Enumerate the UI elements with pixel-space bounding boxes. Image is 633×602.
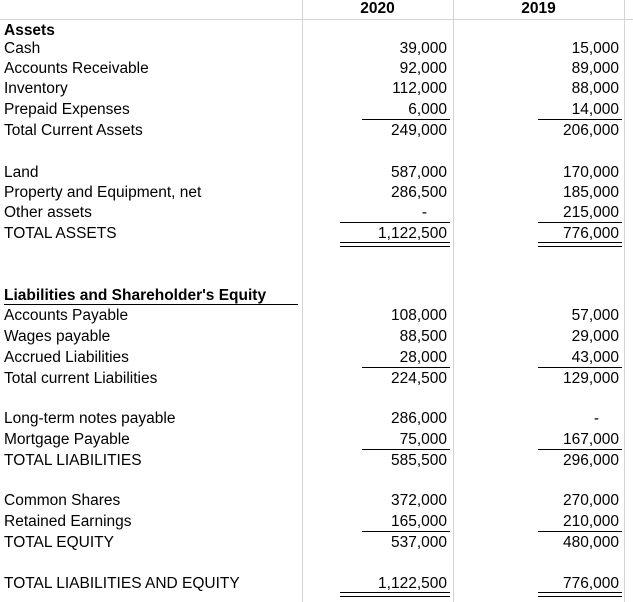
year-2020-header: 2020 — [360, 0, 395, 17]
value-2020: 587,000 — [390, 164, 447, 181]
value-2019: 57,000 — [571, 307, 619, 324]
underline — [340, 222, 450, 223]
underline — [362, 119, 450, 120]
value-2019: 776,000 — [562, 575, 619, 592]
row-label: Other assets — [4, 204, 92, 221]
value-2020: 585,500 — [390, 452, 447, 469]
value-2019: 270,000 — [562, 492, 619, 509]
underline — [538, 222, 622, 223]
value-2020: 1,122,500 — [378, 225, 447, 242]
double-underline — [340, 242, 450, 247]
double-underline — [538, 242, 622, 247]
liabilities-heading: Liabilities and Shareholder's Equity — [4, 287, 267, 304]
underline — [538, 449, 622, 450]
assets-heading: Assets — [4, 22, 55, 39]
value-2020: 537,000 — [390, 534, 447, 551]
value-2020: 1,122,500 — [378, 575, 447, 592]
value-2019: 15,000 — [571, 40, 619, 57]
row-label: Total Current Assets — [4, 122, 143, 139]
row-label: TOTAL EQUITY — [4, 534, 114, 551]
row-label: Common Shares — [4, 492, 121, 509]
value-2019: 129,000 — [562, 370, 619, 387]
grid-line — [0, 19, 633, 20]
value-2020: 249,000 — [390, 122, 447, 139]
value-2020: 286,000 — [390, 410, 447, 427]
value-2019: 480,000 — [562, 534, 619, 551]
row-label: Prepaid Expenses — [4, 101, 130, 118]
row-label: TOTAL LIABILITIES AND EQUITY — [4, 575, 240, 592]
value-2020: 75,000 — [399, 431, 447, 448]
value-2020: 6,000 — [408, 101, 447, 118]
row-label: Wages payable — [4, 328, 111, 345]
underline — [362, 367, 450, 368]
value-2019: 210,000 — [562, 513, 619, 530]
value-2019: 170,000 — [562, 164, 619, 181]
value-2019: 776,000 — [562, 225, 619, 242]
row-label: Long-term notes payable — [4, 410, 176, 427]
value-2020: 286,500 — [390, 184, 447, 201]
row-label: Property and Equipment, net — [4, 184, 202, 201]
value-2019: 215,000 — [562, 204, 619, 221]
grid-line — [302, 0, 303, 602]
underline — [538, 119, 622, 120]
value-2019: 185,000 — [562, 184, 619, 201]
row-label: Mortgage Payable — [4, 431, 130, 448]
row-label: Land — [4, 164, 39, 181]
row-label: Total current Liabilities — [4, 370, 158, 387]
value-2019: - — [593, 410, 599, 427]
value-2019: 29,000 — [571, 328, 619, 345]
double-underline — [340, 592, 450, 597]
value-2019: 43,000 — [571, 349, 619, 366]
row-label: Accrued Liabilities — [4, 349, 129, 366]
grid-line — [624, 0, 625, 602]
row-label: TOTAL ASSETS — [4, 225, 117, 242]
underline — [538, 531, 622, 532]
value-2019: 14,000 — [571, 101, 619, 118]
value-2020: 165,000 — [390, 513, 447, 530]
value-2020: 108,000 — [390, 307, 447, 324]
row-label: Inventory — [4, 80, 68, 97]
year-2019-header: 2019 — [521, 0, 556, 17]
value-2020: 224,500 — [390, 370, 447, 387]
row-label: Cash — [4, 40, 41, 57]
double-underline — [538, 592, 622, 597]
underline — [4, 304, 298, 305]
value-2019: 206,000 — [562, 122, 619, 139]
grid-line — [453, 0, 454, 602]
row-label: TOTAL LIABILITIES — [4, 452, 142, 469]
value-2019: 296,000 — [562, 452, 619, 469]
value-2019: 167,000 — [562, 431, 619, 448]
underline — [538, 367, 622, 368]
value-2019: 88,000 — [571, 80, 619, 97]
value-2020: 372,000 — [390, 492, 447, 509]
row-label: Accounts Payable — [4, 307, 129, 324]
value-2020: 112,000 — [392, 80, 447, 97]
row-label: Retained Earnings — [4, 513, 132, 530]
underline — [362, 449, 450, 450]
value-2020: 92,000 — [399, 60, 447, 77]
value-2020: 28,000 — [399, 349, 447, 366]
underline — [362, 531, 450, 532]
row-label: Accounts Receivable — [4, 60, 149, 77]
value-2020: 88,500 — [399, 328, 447, 345]
value-2020: - — [421, 204, 427, 221]
value-2020: 39,000 — [399, 40, 447, 57]
value-2019: 89,000 — [571, 60, 619, 77]
